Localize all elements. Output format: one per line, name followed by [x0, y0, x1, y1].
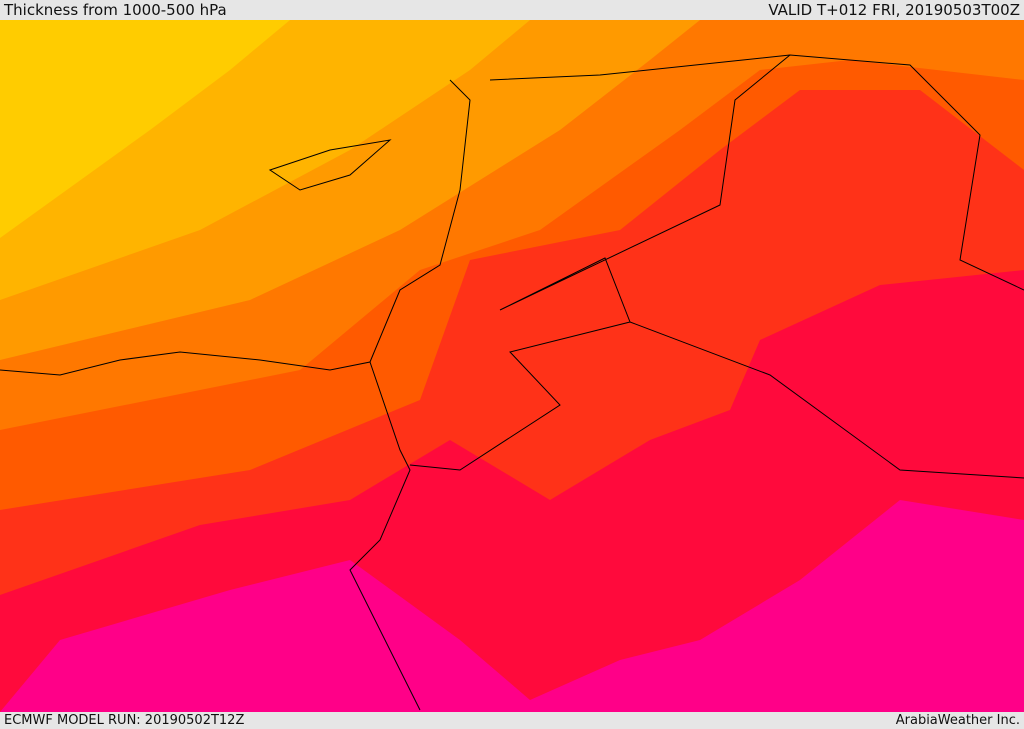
valid-time: VALID T+012 FRI, 20190503T00Z	[768, 1, 1020, 19]
cyprus	[268, 139, 392, 191]
border	[409, 54, 1024, 471]
credit: ArabiaWeather Inc.	[895, 713, 1020, 728]
header: Thickness from 1000-500 hPa VALID T+012 …	[0, 0, 1024, 20]
border	[629, 321, 1024, 479]
thickness-map	[0, 20, 1024, 712]
footer: ECMWF MODEL RUN: 20190502T12Z ArabiaWeat…	[0, 712, 1024, 729]
title: Thickness from 1000-500 hPa	[4, 1, 227, 19]
band	[0, 20, 290, 238]
coastline	[0, 79, 471, 376]
coastline	[349, 361, 421, 711]
borders	[0, 54, 1024, 711]
border	[489, 54, 791, 81]
model-run: ECMWF MODEL RUN: 20190502T12Z	[4, 713, 245, 728]
